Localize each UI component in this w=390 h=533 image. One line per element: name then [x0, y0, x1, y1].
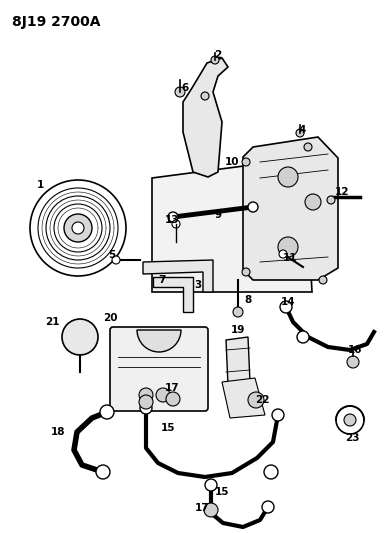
FancyBboxPatch shape: [110, 327, 208, 411]
Circle shape: [344, 414, 356, 426]
Circle shape: [248, 202, 258, 212]
Circle shape: [96, 465, 110, 479]
Circle shape: [279, 250, 287, 258]
Text: 8J19 2700A: 8J19 2700A: [12, 15, 101, 29]
Circle shape: [336, 406, 364, 434]
Polygon shape: [243, 137, 338, 280]
Wedge shape: [137, 330, 181, 352]
Text: 17: 17: [165, 383, 179, 393]
Text: 9: 9: [215, 210, 222, 220]
Circle shape: [211, 56, 219, 64]
Circle shape: [278, 167, 298, 187]
Text: 19: 19: [231, 325, 245, 335]
Circle shape: [140, 402, 152, 414]
Circle shape: [305, 194, 321, 210]
Circle shape: [262, 501, 274, 513]
Circle shape: [248, 392, 264, 408]
Circle shape: [64, 214, 92, 242]
Polygon shape: [153, 277, 193, 312]
Text: 7: 7: [158, 275, 166, 285]
Circle shape: [30, 180, 126, 276]
Circle shape: [205, 479, 217, 491]
Circle shape: [166, 392, 180, 406]
Circle shape: [278, 237, 298, 257]
Text: 11: 11: [283, 253, 297, 263]
Circle shape: [280, 301, 292, 313]
Circle shape: [112, 256, 120, 264]
Circle shape: [242, 158, 250, 166]
Circle shape: [297, 331, 309, 343]
Text: 1: 1: [36, 180, 44, 190]
Text: 15: 15: [161, 423, 175, 433]
Circle shape: [38, 188, 118, 268]
Text: 3: 3: [194, 280, 202, 290]
Polygon shape: [226, 337, 250, 385]
Polygon shape: [183, 58, 228, 177]
Text: 23: 23: [345, 433, 359, 443]
Circle shape: [172, 220, 180, 228]
Text: 10: 10: [225, 157, 239, 167]
Circle shape: [304, 143, 312, 151]
Text: 16: 16: [348, 345, 362, 355]
Text: 20: 20: [103, 313, 117, 323]
Circle shape: [327, 196, 335, 204]
Text: 22: 22: [255, 395, 269, 405]
Circle shape: [72, 222, 84, 234]
Circle shape: [296, 129, 304, 137]
Polygon shape: [143, 260, 213, 292]
Circle shape: [139, 395, 153, 409]
Circle shape: [233, 307, 243, 317]
Text: 13: 13: [165, 215, 179, 225]
Circle shape: [100, 405, 114, 419]
Text: 15: 15: [215, 487, 229, 497]
Text: 18: 18: [51, 427, 65, 437]
Circle shape: [319, 276, 327, 284]
Text: 17: 17: [195, 503, 209, 513]
Circle shape: [168, 212, 178, 222]
Circle shape: [175, 87, 185, 97]
Text: 14: 14: [281, 297, 295, 307]
Circle shape: [139, 388, 153, 402]
Circle shape: [201, 92, 209, 100]
Circle shape: [54, 204, 102, 252]
Circle shape: [264, 465, 278, 479]
Text: 6: 6: [181, 83, 189, 93]
Polygon shape: [222, 378, 265, 418]
Circle shape: [272, 409, 284, 421]
Circle shape: [242, 268, 250, 276]
Text: 21: 21: [45, 317, 59, 327]
Circle shape: [156, 388, 170, 402]
Text: 5: 5: [108, 250, 115, 260]
Text: 4: 4: [298, 125, 306, 135]
Text: 2: 2: [215, 50, 222, 60]
Text: 12: 12: [335, 187, 349, 197]
Circle shape: [62, 319, 98, 355]
Text: 8: 8: [245, 295, 252, 305]
Polygon shape: [152, 158, 312, 292]
Circle shape: [204, 503, 218, 517]
Circle shape: [46, 196, 110, 260]
Circle shape: [347, 356, 359, 368]
